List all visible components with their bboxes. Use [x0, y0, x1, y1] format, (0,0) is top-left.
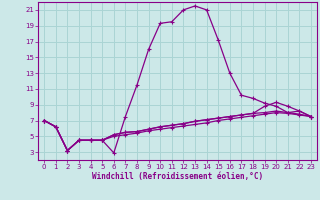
X-axis label: Windchill (Refroidissement éolien,°C): Windchill (Refroidissement éolien,°C): [92, 172, 263, 181]
